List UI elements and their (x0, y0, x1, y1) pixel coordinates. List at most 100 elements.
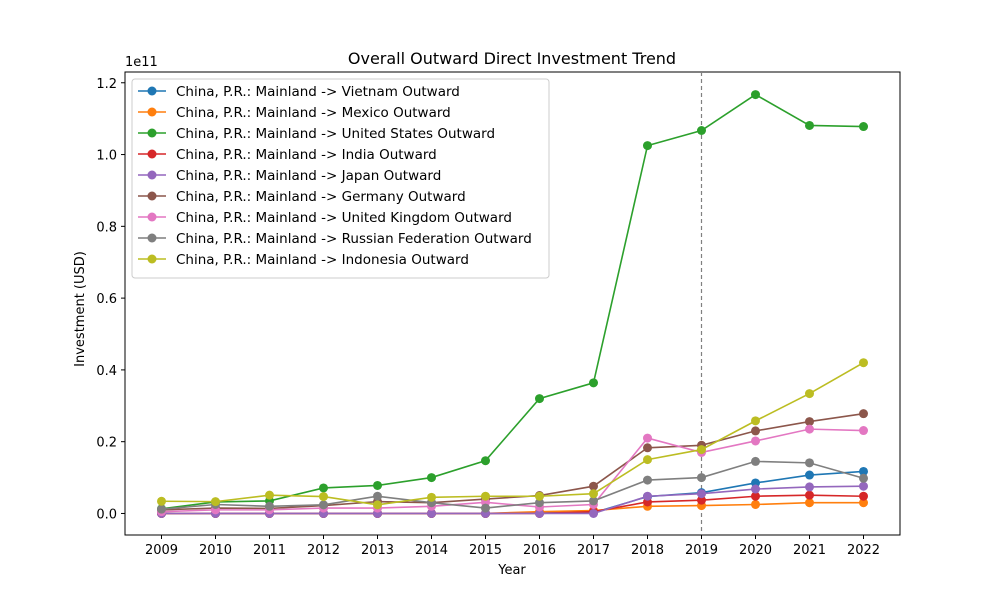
data-point (805, 417, 814, 427)
legend-marker (147, 254, 157, 264)
series-line (161, 93, 864, 510)
data-point (751, 436, 760, 446)
data-point (319, 483, 328, 493)
x-tick-label-2014: 2014 (415, 543, 448, 558)
y-axis-label: Investment (USD) (73, 251, 88, 367)
data-point (643, 443, 652, 453)
data-point (589, 496, 598, 506)
x-tick-label-2016: 2016 (523, 543, 556, 558)
legend-label: China, P.R.: Mainland -> India Outward (176, 147, 437, 163)
legend-label: China, P.R.: Mainland -> Japan Outward (176, 168, 441, 184)
data-point (319, 492, 328, 502)
data-point (535, 498, 544, 508)
data-point (751, 491, 760, 501)
data-point (535, 394, 544, 404)
data-point (589, 481, 598, 491)
data-point (751, 426, 760, 436)
data-point (265, 501, 274, 511)
data-point (805, 482, 814, 492)
data-point (373, 491, 382, 501)
data-point (643, 475, 652, 485)
legend-label: China, P.R.: Mainland -> Vietnam Outward (176, 84, 460, 100)
legend-label: China, P.R.: Mainland -> Indonesia Outwa… (176, 252, 469, 268)
data-point (859, 498, 868, 508)
legend-marker (147, 212, 157, 222)
y-tick-label-0.6: 0.6 (96, 292, 117, 307)
x-tick-label-2021: 2021 (793, 543, 826, 558)
data-point (805, 470, 814, 480)
data-point (535, 491, 544, 501)
data-point (589, 378, 598, 388)
data-point (859, 473, 868, 483)
data-point (427, 492, 436, 502)
data-point (535, 508, 544, 518)
legend-label: China, P.R.: Mainland -> Russian Federat… (176, 231, 532, 247)
y-tick-label-0.4: 0.4 (96, 364, 117, 379)
data-point (859, 409, 868, 419)
data-point (697, 489, 706, 499)
x-tick-label-2019: 2019 (685, 543, 718, 558)
x-tick-label-2013: 2013 (361, 543, 394, 558)
x-tick-label-2012: 2012 (307, 543, 340, 558)
data-point (481, 491, 490, 501)
plot-area: 2009 2010 2011 2012 2013 2014 2015 2016 2017 2018… (96, 71, 901, 558)
data-point (805, 389, 814, 399)
data-point (859, 481, 868, 491)
y-axis-offset-label: 1e11 (125, 55, 158, 70)
series-line (161, 460, 864, 510)
data-point (643, 491, 652, 501)
data-point (373, 480, 382, 490)
x-axis-label: Year (497, 563, 526, 578)
data-point (697, 126, 706, 136)
data-point (157, 504, 166, 514)
series-line (161, 485, 864, 515)
x-tick-label-2011: 2011 (253, 543, 286, 558)
y-tick-label-0.0: 0.0 (96, 507, 117, 522)
data-point (589, 489, 598, 499)
y-tick-label-0.8: 0.8 (96, 220, 117, 235)
legend-label: China, P.R.: Mainland -> Germany Outward (176, 189, 466, 205)
data-point (697, 495, 706, 505)
series-group (157, 90, 868, 518)
legend-box (131, 78, 550, 279)
plot-frame (124, 71, 901, 536)
data-point (859, 122, 868, 132)
data-point (751, 456, 760, 466)
data-point (427, 508, 436, 518)
x-tick-label-2022: 2022 (847, 543, 880, 558)
data-point (157, 496, 166, 506)
data-point (373, 500, 382, 510)
legend-marker (147, 170, 157, 180)
legend-label: China, P.R.: Mainland -> United Kingdom … (176, 210, 512, 226)
series-7 (157, 424, 868, 517)
data-point (589, 508, 598, 518)
x-tick-label-2010: 2010 (199, 543, 232, 558)
data-point (805, 120, 814, 130)
data-point (859, 466, 868, 476)
series-5 (157, 481, 868, 518)
legend: China, P.R.: Mainland -> Vietnam Outward… (131, 78, 550, 279)
series-line (161, 412, 864, 511)
y-tick-label-1.2: 1.2 (96, 77, 117, 92)
data-point (265, 490, 274, 500)
data-point (697, 473, 706, 483)
x-tick-label-2018: 2018 (631, 543, 664, 558)
data-point (751, 416, 760, 426)
data-point (805, 458, 814, 468)
data-point (859, 426, 868, 436)
data-point (805, 424, 814, 434)
legend-marker (147, 128, 157, 138)
legend-marker (147, 107, 157, 117)
series-9 (157, 358, 868, 510)
data-point (751, 484, 760, 494)
chart-title: Overall Outward Direct Investment Trend (348, 49, 676, 68)
data-point (427, 473, 436, 483)
data-point (859, 491, 868, 501)
legend-label: China, P.R.: Mainland -> Mexico Outward (176, 105, 451, 121)
data-point (751, 499, 760, 509)
series-line (161, 362, 864, 506)
y-tick-label-0.2: 0.2 (96, 436, 117, 451)
y-tick-label-1.0: 1.0 (96, 149, 117, 164)
data-point (211, 497, 220, 507)
